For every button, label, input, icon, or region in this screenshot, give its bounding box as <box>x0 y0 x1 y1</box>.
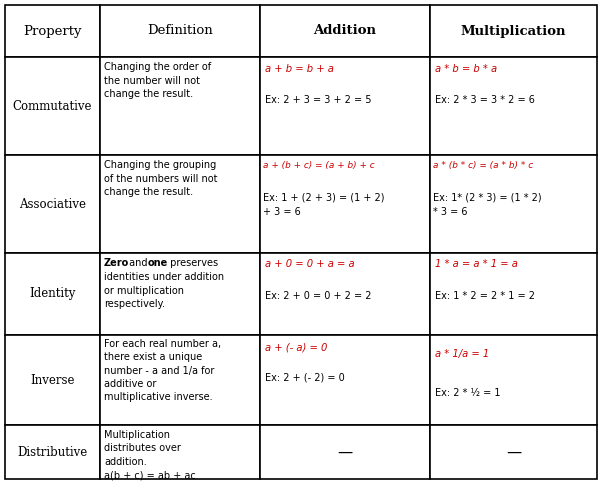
Bar <box>260 335 430 425</box>
Text: Addition: Addition <box>314 25 376 37</box>
Text: 1 * a = a * 1 = a: 1 * a = a * 1 = a <box>435 259 518 269</box>
Text: one: one <box>148 258 168 268</box>
Text: Identity: Identity <box>29 287 76 301</box>
Bar <box>5 57 100 155</box>
Text: a + 0 = 0 + a = a: a + 0 = 0 + a = a <box>265 259 355 269</box>
Bar <box>5 425 100 479</box>
Text: Inverse: Inverse <box>30 374 75 387</box>
Bar <box>260 155 430 253</box>
Bar <box>5 335 100 425</box>
Text: and: and <box>126 258 150 268</box>
Bar <box>5 253 100 335</box>
Bar <box>5 155 100 253</box>
Text: Zero: Zero <box>104 258 129 268</box>
Text: Commutative: Commutative <box>13 100 92 112</box>
Text: identities under addition
or multiplication
respectively.: identities under addition or multiplicat… <box>104 272 224 309</box>
Text: —: — <box>506 444 521 459</box>
Text: Ex: 1* (2 * 3) = (1 * 2)
* 3 = 6: Ex: 1* (2 * 3) = (1 * 2) * 3 = 6 <box>433 193 542 217</box>
Text: a * (b * c) = (a * b) * c: a * (b * c) = (a * b) * c <box>433 161 533 170</box>
Text: Multiplication
distributes over
addition.
a(b + c) = ab + ac: Multiplication distributes over addition… <box>104 430 196 480</box>
Text: Distributive: Distributive <box>17 445 88 458</box>
Bar <box>430 425 597 479</box>
Bar <box>260 57 430 155</box>
Text: Multiplication: Multiplication <box>461 25 566 37</box>
Text: Ex: 2 + (- 2) = 0: Ex: 2 + (- 2) = 0 <box>265 373 345 383</box>
Bar <box>100 155 260 253</box>
Text: a + (b + c) = (a + b) + c: a + (b + c) = (a + b) + c <box>263 161 374 170</box>
Text: For each real number a,
there exist a unique
number - a and 1/a for
additive or
: For each real number a, there exist a un… <box>104 339 221 402</box>
Bar <box>430 335 597 425</box>
Text: Changing the grouping
of the numbers will not
change the result.: Changing the grouping of the numbers wil… <box>104 160 217 197</box>
Bar <box>260 253 430 335</box>
Text: Associative: Associative <box>19 197 86 211</box>
Bar <box>100 253 260 335</box>
Text: Ex: 2 + 3 = 3 + 2 = 5: Ex: 2 + 3 = 3 + 2 = 5 <box>265 95 371 105</box>
Bar <box>100 5 260 57</box>
Bar <box>100 57 260 155</box>
Bar <box>430 5 597 57</box>
Text: preserves: preserves <box>167 258 218 268</box>
Text: a + b = b + a: a + b = b + a <box>265 64 334 74</box>
Bar <box>260 425 430 479</box>
Text: Ex: 2 + 0 = 0 + 2 = 2: Ex: 2 + 0 = 0 + 2 = 2 <box>265 291 371 301</box>
Text: Ex: 1 * 2 = 2 * 1 = 2: Ex: 1 * 2 = 2 * 1 = 2 <box>435 291 535 301</box>
Text: —: — <box>337 444 353 459</box>
Bar <box>100 425 260 479</box>
Bar <box>430 155 597 253</box>
Text: a + (- a) = 0: a + (- a) = 0 <box>265 343 327 353</box>
Bar <box>5 5 100 57</box>
Text: Ex: 1 + (2 + 3) = (1 + 2)
+ 3 = 6: Ex: 1 + (2 + 3) = (1 + 2) + 3 = 6 <box>263 193 385 217</box>
Text: Definition: Definition <box>147 25 213 37</box>
Text: a * 1/a = 1: a * 1/a = 1 <box>435 349 489 359</box>
Bar <box>430 253 597 335</box>
Text: Ex: 2 * 3 = 3 * 2 = 6: Ex: 2 * 3 = 3 * 2 = 6 <box>435 95 535 105</box>
Bar <box>260 5 430 57</box>
Text: a * b = b * a: a * b = b * a <box>435 64 497 74</box>
Bar <box>430 57 597 155</box>
Text: Changing the order of
the number will not
change the result.: Changing the order of the number will no… <box>104 62 211 99</box>
Text: Property: Property <box>23 25 82 37</box>
Text: Ex: 2 * ½ = 1: Ex: 2 * ½ = 1 <box>435 388 500 398</box>
Bar <box>100 335 260 425</box>
